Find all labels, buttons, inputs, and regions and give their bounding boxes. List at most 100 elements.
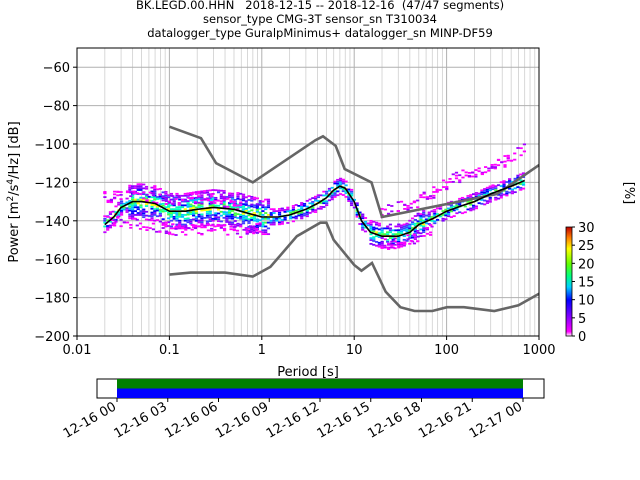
heat-cell <box>297 212 301 215</box>
heat-cell <box>150 207 154 210</box>
heat-cell <box>448 181 452 183</box>
heat-cell <box>483 203 487 206</box>
heat-cell <box>216 199 220 202</box>
heat-cell <box>241 207 246 209</box>
heat-cell <box>441 214 445 216</box>
heat-cell <box>325 192 329 195</box>
heat-cell <box>125 207 129 210</box>
heat-cell <box>225 211 229 214</box>
heat-cell <box>139 210 143 212</box>
heat-cell <box>135 218 139 221</box>
heat-cell <box>289 209 293 212</box>
heat-cell <box>235 204 240 207</box>
heat-cell <box>178 221 182 224</box>
heat-cell <box>142 226 146 228</box>
heat-cell <box>311 202 315 205</box>
heat-cell <box>206 193 211 196</box>
heat-cell <box>131 196 135 199</box>
heat-cell <box>180 214 185 216</box>
heat-cell <box>103 231 107 234</box>
heat-cell <box>167 207 171 210</box>
heat-cell <box>519 154 523 157</box>
heat-cell <box>380 247 384 249</box>
heat-cell <box>413 238 417 240</box>
heat-cell <box>416 214 420 217</box>
heat-cell <box>396 242 400 244</box>
heat-cell <box>158 197 162 200</box>
heat-cell <box>291 208 296 211</box>
heat-cell <box>167 201 172 204</box>
heat-cell <box>210 195 214 198</box>
heat-cell <box>464 171 468 174</box>
heat-cell <box>297 208 301 211</box>
heat-cell <box>519 173 523 176</box>
heat-cell <box>506 156 510 159</box>
heat-cell <box>471 171 475 174</box>
heat-cell <box>308 198 312 201</box>
heat-cell <box>422 211 426 214</box>
heat-cell <box>142 212 146 215</box>
heat-cell <box>174 234 178 236</box>
heat-cell <box>244 215 248 218</box>
heat-cell <box>250 228 254 231</box>
heat-cell <box>266 202 271 205</box>
heat-cell <box>184 225 188 227</box>
heat-cell <box>189 203 193 206</box>
heat-cell <box>186 213 190 216</box>
heat-cell <box>189 218 193 221</box>
heat-cell <box>239 202 243 205</box>
heat-cell <box>174 198 178 200</box>
heat-cell <box>277 217 282 220</box>
heat-cell <box>325 204 329 207</box>
heat-cell <box>135 224 139 227</box>
heat-cell <box>302 212 307 215</box>
colorbar-tick-label: 25 <box>578 239 595 254</box>
heat-cell <box>150 211 154 214</box>
heat-cell <box>158 195 162 198</box>
heat-cell <box>433 212 437 215</box>
heat-cell <box>269 208 273 211</box>
heat-cell <box>241 218 246 221</box>
heat-cell <box>383 246 387 249</box>
heat-cell <box>261 210 265 212</box>
heat-cell <box>194 210 198 213</box>
heat-cell <box>161 202 165 205</box>
heat-cell <box>197 198 201 201</box>
heat-cell <box>422 192 426 195</box>
heat-cell <box>239 236 243 238</box>
heat-cell <box>419 220 423 223</box>
heat-cell <box>258 219 262 222</box>
heat-cell <box>441 186 446 188</box>
heat-cell <box>144 195 149 198</box>
heat-cell <box>144 214 149 217</box>
heat-cell <box>155 207 160 210</box>
heat-cell <box>302 203 307 205</box>
heat-cell <box>480 189 484 192</box>
x-tick-label: 1000 <box>522 343 555 358</box>
timeline-tick-label: 12-16 09 <box>213 399 271 441</box>
colorbar: 0 5 10 15 20 25 30 [%] <box>565 182 636 345</box>
heat-cell <box>219 197 223 200</box>
heat-cell <box>144 197 149 200</box>
heat-cell <box>177 203 181 206</box>
heat-cell <box>111 210 115 213</box>
heat-cell <box>172 196 176 199</box>
heat-cell <box>333 196 337 198</box>
heat-cell <box>361 217 365 220</box>
heat-cell <box>129 226 133 229</box>
heat-cell <box>519 188 523 191</box>
heat-cell <box>377 236 381 238</box>
heat-cell <box>205 191 210 194</box>
heat-cell <box>280 207 284 210</box>
heat-cell <box>366 222 370 225</box>
heat-cell <box>397 233 401 235</box>
heat-cell <box>113 190 117 193</box>
colorbar-label: [%] <box>621 182 636 205</box>
heat-cell <box>189 211 193 214</box>
heat-cell <box>521 172 526 175</box>
heat-cell <box>241 212 246 215</box>
heat-cell <box>239 225 243 228</box>
heat-cell <box>264 229 268 232</box>
y-tick-label: −120 <box>34 176 70 191</box>
heat-cell <box>272 212 276 214</box>
